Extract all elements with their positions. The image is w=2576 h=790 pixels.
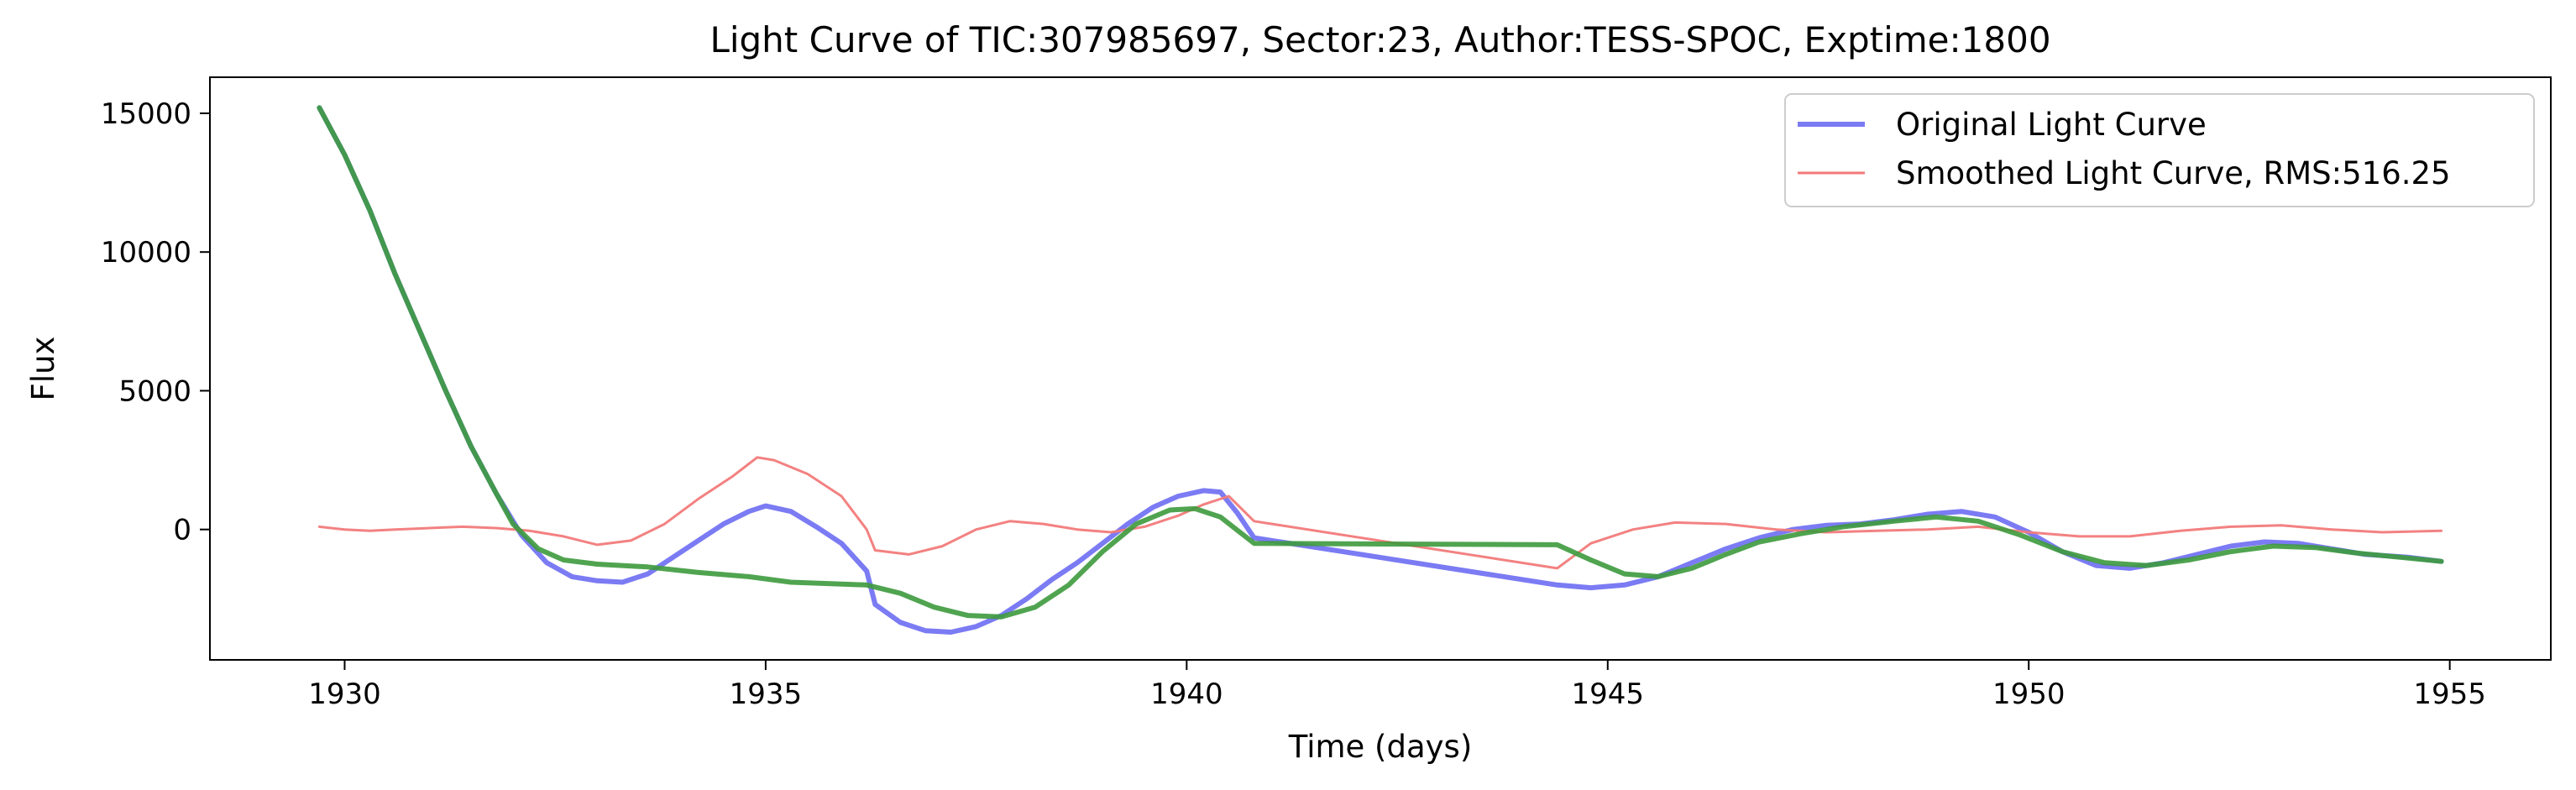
y-axis-title: Flux — [25, 337, 61, 401]
x-tick-label: 1945 — [1572, 678, 1645, 711]
y-tick-label: 5000 — [118, 374, 191, 408]
legend-box — [1784, 93, 2535, 207]
x-tick-label: 1940 — [1150, 678, 1223, 711]
x-tick-label: 1930 — [308, 678, 381, 711]
series-layer — [317, 105, 2444, 635]
y-axis: 0 5000 10000 15000 — [101, 97, 210, 547]
plot-frame — [209, 76, 2552, 661]
legend: Original Light Curve Smoothed Light Curv… — [1784, 93, 2535, 207]
y-tick-label: 10000 — [101, 236, 191, 269]
x-tick-label: 1935 — [730, 678, 803, 711]
chart-title: Light Curve of TIC:307985697, Sector:23,… — [709, 19, 2050, 60]
legend-label-original: Original Light Curve — [1896, 107, 2207, 143]
x-axis-title: Time (days) — [1288, 729, 1473, 765]
x-tick-label: 1955 — [2413, 678, 2486, 711]
x-tick-label: 1950 — [1992, 678, 2066, 711]
legend-label-smoothed: Smoothed Light Curve, RMS:516.25 — [1896, 155, 2451, 191]
series-line-2 — [317, 105, 2444, 620]
x-axis: 1930 1935 1940 1945 1950 1955 — [308, 660, 2486, 711]
y-tick-label: 15000 — [101, 97, 191, 131]
y-tick-label: 0 — [173, 514, 191, 547]
